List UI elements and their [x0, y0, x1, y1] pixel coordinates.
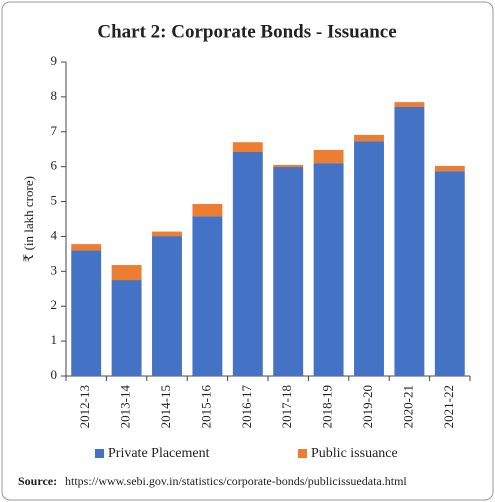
bar-segment	[71, 244, 102, 251]
x-tick-label: 2017-18	[279, 385, 294, 428]
bar-segment	[394, 102, 425, 108]
bar-segment	[354, 141, 384, 376]
y-tick-label: 8	[51, 88, 58, 103]
y-tick-label: 7	[51, 123, 58, 138]
legend-marker	[95, 449, 104, 458]
bar-segment	[111, 265, 142, 281]
bar-segment	[152, 236, 182, 376]
x-tick-label: 2018-19	[320, 385, 335, 428]
x-tick-label: 2019-20	[360, 385, 375, 428]
y-tick-label: 4	[51, 227, 58, 242]
x-tick-label: 2014-15	[158, 385, 173, 428]
bar-segment	[434, 171, 465, 376]
bar-segment	[152, 231, 182, 237]
x-tick-label: 2013-14	[118, 385, 133, 429]
bar-segment	[313, 163, 344, 376]
y-axis-title: ₹ (in lakh crore)	[21, 176, 36, 262]
bar-segment	[192, 216, 223, 376]
bar-segment	[273, 164, 304, 168]
source: https://www.sebi.gov.in/statistics/corpo…	[65, 474, 407, 488]
y-tick-label: 3	[51, 262, 58, 277]
bar-segment	[394, 107, 425, 377]
source-label: Source:	[18, 474, 57, 488]
x-tick-label: 2021-22	[441, 385, 456, 428]
legend-marker	[298, 449, 307, 458]
x-tick-label: 2020-21	[400, 385, 415, 428]
bar-segment	[111, 280, 142, 376]
bar-segment	[192, 203, 223, 217]
y-tick-label: 9	[51, 53, 58, 68]
x-tick-label: 2016-17	[239, 385, 254, 429]
x-tick-label: 2012-13	[77, 385, 92, 428]
bar-segment	[71, 250, 102, 376]
chart-title: Chart 2: Corporate Bonds - Issuance	[97, 21, 396, 42]
y-tick-label: 1	[51, 332, 58, 347]
y-tick-label: 0	[51, 367, 58, 382]
legend-label: Private Placement	[108, 446, 210, 461]
bar-segment	[313, 149, 344, 164]
y-tick-label: 5	[51, 193, 58, 208]
bar-segment	[232, 152, 263, 376]
y-tick-label: 6	[51, 158, 58, 173]
y-tick-label: 2	[51, 297, 58, 312]
bar-segment	[232, 142, 263, 153]
bar-segment	[273, 167, 304, 376]
bar-segment	[354, 134, 384, 142]
x-tick-label: 2015-16	[198, 385, 213, 429]
legend-label: Public issuance	[311, 446, 398, 461]
bar-segment	[434, 165, 465, 172]
